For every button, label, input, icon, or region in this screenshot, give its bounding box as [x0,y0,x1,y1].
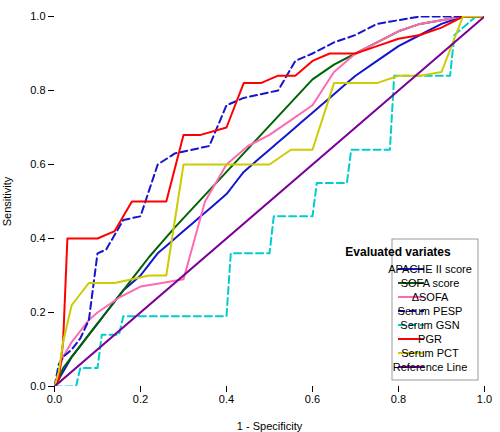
svg-text:0.4: 0.4 [30,232,45,244]
svg-text:Serum GSN: Serum GSN [400,319,459,331]
svg-text:ΔSOFA: ΔSOFA [412,291,449,303]
svg-text:Serum PCT: Serum PCT [401,347,459,359]
svg-text:0.8: 0.8 [391,393,406,405]
svg-text:1 - Specificity: 1 - Specificity [237,420,303,432]
svg-text:0.6: 0.6 [305,393,320,405]
svg-text:0.0: 0.0 [30,380,45,392]
svg-text:0.8: 0.8 [30,84,45,96]
svg-text:Reference Line: Reference Line [393,361,468,373]
svg-text:PGR: PGR [418,333,442,345]
svg-text:0.4: 0.4 [219,393,234,405]
svg-text:0.6: 0.6 [30,158,45,170]
svg-text:Evaluated variates: Evaluated variates [345,245,451,259]
svg-text:APACHE II score: APACHE II score [388,263,472,275]
svg-text:1.0: 1.0 [477,393,492,405]
svg-text:Sensitivity: Sensitivity [1,176,13,226]
svg-text:0.0: 0.0 [47,393,62,405]
svg-text:0.2: 0.2 [30,306,45,318]
svg-text:Serum PESP: Serum PESP [398,305,463,317]
svg-text:SOFA score: SOFA score [401,277,460,289]
svg-text:0.2: 0.2 [133,393,148,405]
svg-text:1.0: 1.0 [30,10,45,22]
